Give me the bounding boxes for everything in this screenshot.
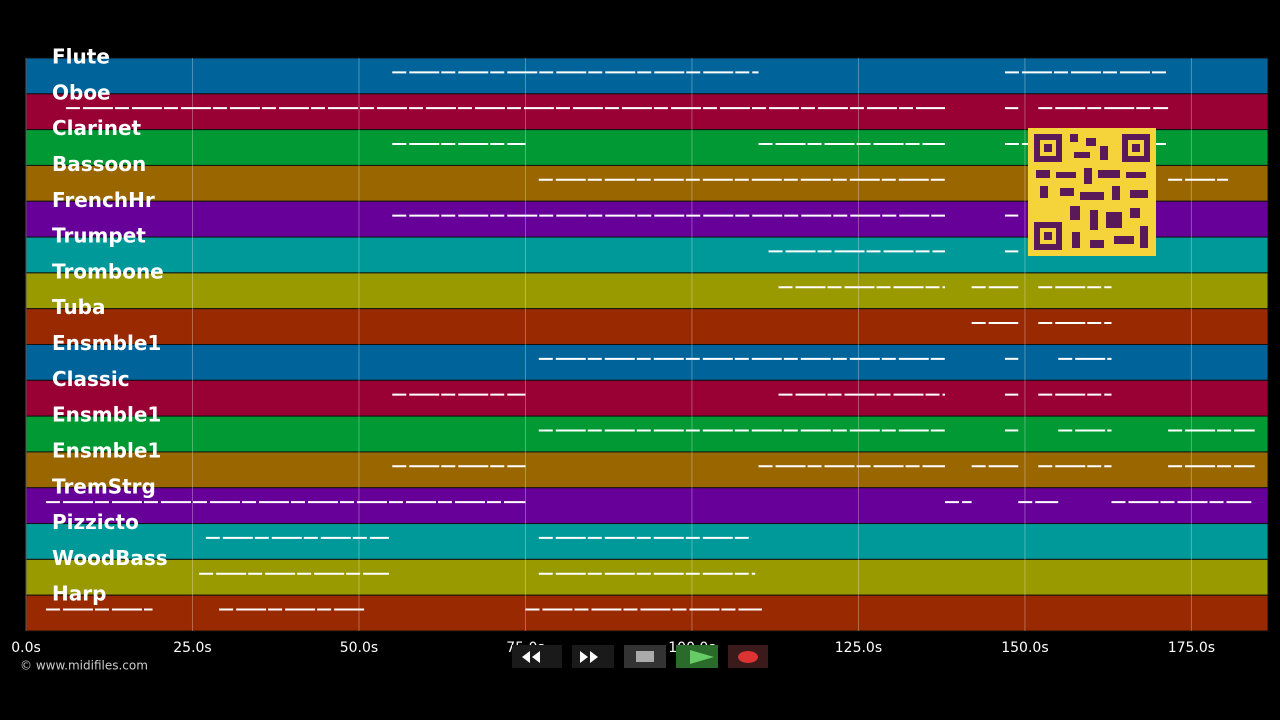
lane-labels: Flute Oboe Clarinet Bassoon FrenchHr Trumpet T… [52,45,168,606]
playback-controls [512,645,768,668]
lane [25,487,1269,525]
rewind-button[interactable] [512,645,562,668]
lane [25,379,1269,417]
lane-label: Ensmble1 [52,331,161,355]
lane [25,57,1269,95]
fast-forward-button[interactable] [572,645,614,668]
record-button[interactable] [728,645,768,668]
lane-label: Bassoon [52,152,146,176]
lane [25,594,1269,632]
x-tick-label: 50.0s [340,640,378,656]
lane [25,558,1269,596]
lane [25,93,1269,131]
notes [45,71,1255,611]
lane-label: Trombone [52,259,164,283]
lane [25,451,1269,489]
lane [25,308,1269,345]
lane-label: Ensmble1 [52,438,161,462]
x-tick-label: 150.0s [1001,640,1048,656]
lane-label: Clarinet [52,116,142,140]
lane-label: FrenchHr [52,188,155,212]
lane-label: TremStrg [52,474,156,498]
lane-label: WoodBass [52,546,168,570]
copyright: © www.midifiles.com [20,659,148,673]
play-button[interactable] [676,645,718,668]
x-tick-label: 175.0s [1168,640,1215,656]
stop-button[interactable] [624,645,666,668]
x-tick-label: 0.0s [11,640,41,656]
lane [25,272,1269,310]
lane-label: Harp [52,582,106,606]
x-tick-label: 25.0s [173,640,211,656]
lane-label: Tuba [52,295,106,319]
lane-label: Oboe [52,80,111,104]
qr-code [1028,128,1156,256]
lane-label: Pizzicto [52,510,139,534]
x-tick-label: 125.0s [835,640,882,656]
lane-label: Classic [52,367,130,391]
lane-label: Ensmble1 [52,403,161,427]
lane [25,344,1269,381]
lane [25,523,1269,560]
lane-label: Flute [52,45,110,69]
grid [25,58,1192,631]
lane [25,415,1269,453]
lane-label: Trumpet [52,224,146,248]
